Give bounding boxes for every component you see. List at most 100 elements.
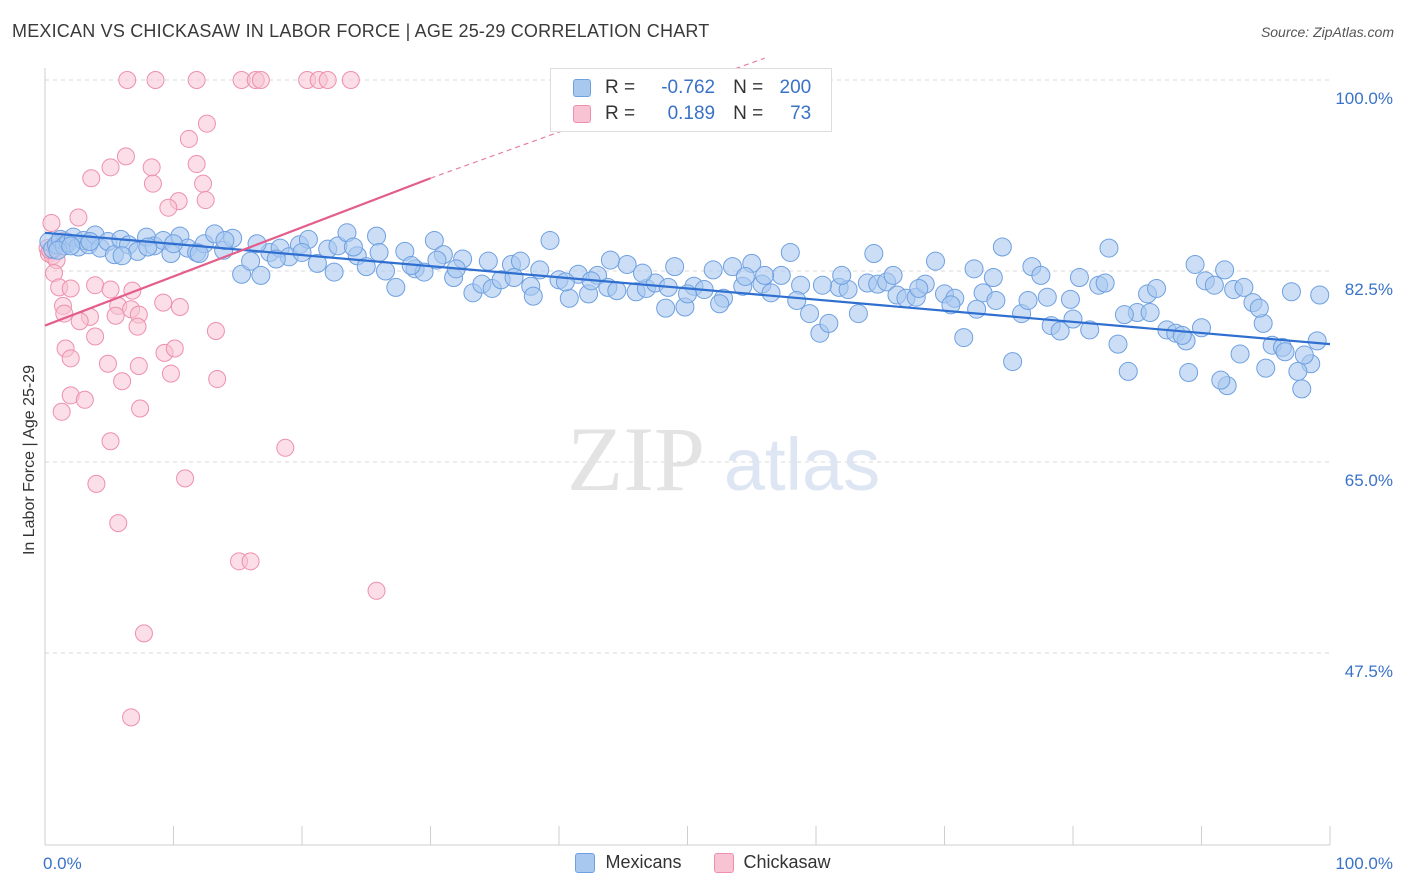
- source-label: Source: ZipAtlas.com: [1260, 24, 1394, 40]
- chickasaw-r-label: R =: [605, 103, 636, 124]
- chickasaw-point: [87, 474, 106, 493]
- chickasaw-r-value: 0.189: [667, 103, 716, 124]
- y-tick-labels: 47.5% 65.0% 82.5% 100.0%: [1335, 89, 1393, 681]
- chickasaw-point: [131, 399, 150, 418]
- mexicans-point: [1118, 361, 1138, 381]
- mexicans-point: [343, 237, 363, 257]
- chickasaw-point: [134, 624, 153, 643]
- mexicans-point: [1018, 290, 1038, 310]
- chickasaw-point: [159, 198, 178, 217]
- mexicans-point: [1080, 320, 1100, 340]
- mexicans-point: [1060, 289, 1080, 309]
- mexicans-point: [607, 281, 627, 301]
- chickasaw-point: [69, 208, 88, 227]
- chickasaw-n-value: 73: [790, 103, 812, 124]
- chickasaw-point: [101, 280, 120, 299]
- chickasaw-point: [109, 514, 128, 533]
- chickasaw-point: [241, 552, 260, 571]
- chickasaw-point: [179, 129, 198, 148]
- mexicans-point: [1292, 379, 1312, 399]
- mexicans-point: [964, 259, 984, 279]
- chickasaw-point: [161, 364, 180, 383]
- chickasaw-point: [113, 372, 132, 391]
- chickasaw-point: [197, 114, 216, 133]
- mexicans-point: [812, 275, 832, 295]
- mexicans-point: [307, 253, 327, 273]
- mexicans-point: [1069, 268, 1089, 288]
- mexicans-swatch-icon: [573, 79, 591, 97]
- mexicans-point: [848, 304, 868, 324]
- mexicans-point: [755, 265, 775, 285]
- mexicans-legend-icon: [575, 852, 596, 873]
- chickasaw-point: [367, 581, 386, 600]
- mexicans-point: [1288, 361, 1308, 381]
- regression-lines: [44, 57, 1331, 346]
- chickasaw-point: [86, 276, 105, 295]
- chickasaw-point: [194, 174, 213, 193]
- mexicans-point: [1307, 331, 1327, 351]
- stats-row-mexicans: R = -0.762 N = 200: [573, 76, 811, 100]
- mexicans-point: [819, 313, 839, 333]
- chickasaw-point: [341, 71, 360, 89]
- legend-item-chickasaw[interactable]: Chickasaw: [713, 852, 831, 873]
- mexicans-point: [967, 299, 987, 319]
- mexicans-point: [665, 257, 685, 277]
- mexicans-point: [633, 263, 653, 283]
- chickasaw-point: [118, 71, 137, 89]
- mexicans-point: [241, 251, 261, 271]
- chickasaw-point: [128, 317, 147, 336]
- mexicans-trend-line: [44, 231, 1331, 346]
- mexicans-point: [356, 257, 376, 277]
- watermark-zip: ZIP: [567, 408, 705, 510]
- mexicans-point: [832, 265, 852, 285]
- mexicans-point: [787, 290, 807, 310]
- mexicans-r-label: R =: [605, 77, 636, 98]
- mexicans-point: [376, 261, 396, 281]
- mexicans-point: [1215, 260, 1235, 280]
- chickasaw-point: [276, 438, 295, 457]
- y-tick-label: 100.0%: [1335, 89, 1393, 108]
- chickasaw-point: [82, 169, 101, 188]
- mexicans-point: [954, 328, 974, 348]
- chickasaw-point: [146, 71, 165, 89]
- mexicans-point: [909, 278, 929, 298]
- mexicans-point: [1147, 278, 1167, 298]
- chickasaw-point: [187, 71, 206, 89]
- mexicans-point: [189, 244, 209, 264]
- mexicans-point: [1185, 254, 1205, 274]
- mexicans-point: [369, 242, 389, 262]
- mexicans-point: [1281, 282, 1301, 302]
- stats-row-chickasaw: R = 0.189 N = 73: [573, 102, 811, 126]
- chickasaw-point: [142, 158, 161, 177]
- chickasaw-point: [116, 147, 135, 166]
- mexicans-point: [1003, 352, 1023, 372]
- legend-label-mexicans: Mexicans: [605, 852, 682, 872]
- mexicans-point: [266, 249, 286, 269]
- mexicans-n-label: N =: [733, 77, 764, 98]
- y-tick-label: 65.0%: [1345, 471, 1393, 490]
- chickasaw-point: [196, 191, 215, 210]
- mexicans-point: [232, 264, 252, 284]
- chart-title: MEXICAN VS CHICKASAW IN LABOR FORCE | AG…: [12, 21, 710, 41]
- legend-item-mexicans[interactable]: Mexicans: [575, 852, 682, 873]
- mexicans-point: [800, 304, 820, 324]
- mexicans-point: [1294, 345, 1314, 365]
- mexicans-point: [883, 265, 903, 285]
- legend: Mexicans Chickasaw: [0, 852, 1406, 873]
- mexicans-point: [555, 272, 575, 292]
- chickasaw-point: [170, 298, 189, 317]
- mexicans-point: [424, 230, 444, 250]
- chickasaw-point: [318, 71, 337, 89]
- mexicans-point: [1211, 370, 1231, 390]
- chickasaw-point: [61, 279, 80, 298]
- mexicans-point: [1230, 344, 1250, 364]
- mexicans-point: [926, 251, 946, 271]
- chickasaw-point: [101, 432, 120, 451]
- chickasaw-n-label: N =: [733, 103, 764, 124]
- mexicans-r-value: -0.762: [661, 77, 716, 98]
- mexicans-point: [656, 298, 676, 318]
- mexicans-point: [710, 294, 730, 314]
- chickasaw-point: [208, 370, 227, 389]
